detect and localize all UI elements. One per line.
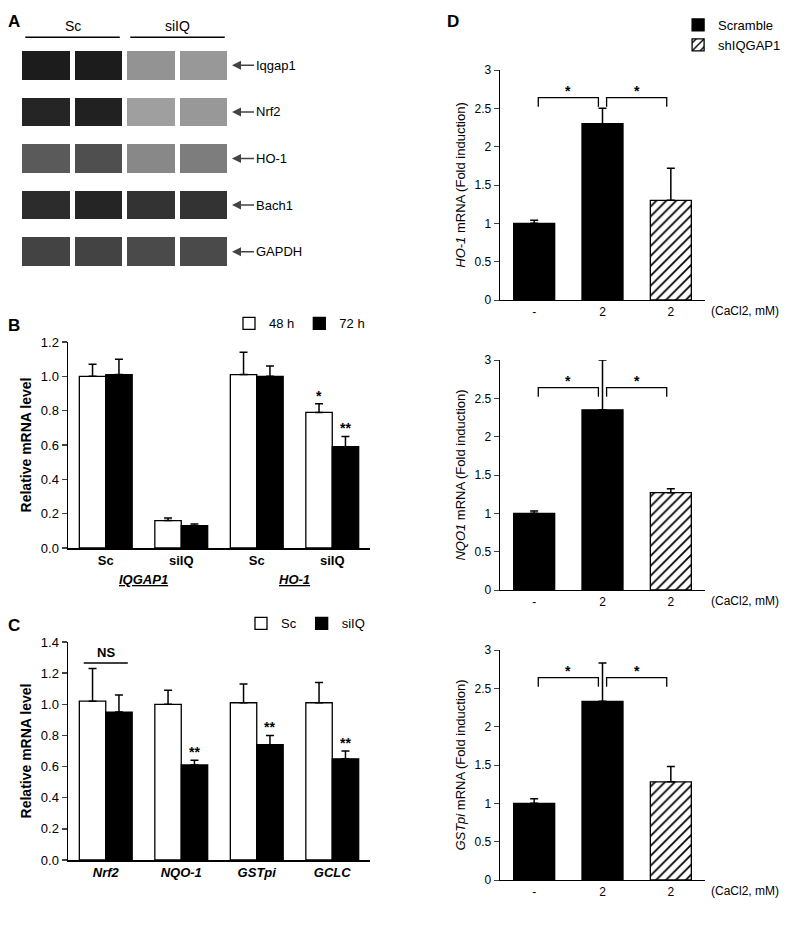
svg-text:NQO1 mRNA (Fold induction): NQO1 mRNA (Fold induction): [453, 389, 468, 560]
svg-text:**: **: [189, 744, 200, 760]
svg-text:1: 1: [485, 797, 492, 811]
svg-text:*: *: [565, 663, 571, 679]
svg-text:2: 2: [599, 885, 606, 899]
svg-text:3: 3: [485, 643, 492, 657]
svg-text:0: 0: [485, 873, 492, 887]
svg-text:0: 0: [485, 583, 492, 597]
svg-text:1: 1: [485, 507, 492, 521]
svg-text:0.4: 0.4: [41, 790, 59, 805]
svg-text:Iqgap1: Iqgap1: [256, 58, 296, 73]
svg-text:2: 2: [667, 595, 674, 609]
svg-text:NS: NS: [97, 645, 115, 660]
svg-text:Relative mRNA level: Relative mRNA level: [18, 684, 34, 819]
svg-text:*: *: [634, 83, 640, 99]
svg-text:2: 2: [599, 595, 606, 609]
svg-text:Nrf2: Nrf2: [93, 865, 120, 880]
svg-text:B: B: [8, 316, 20, 335]
svg-text:HO-1: HO-1: [279, 572, 310, 587]
svg-text:0.5: 0.5: [475, 545, 492, 559]
svg-text:1.5: 1.5: [475, 758, 492, 772]
svg-text:1.0: 1.0: [41, 697, 59, 712]
svg-text:0.8: 0.8: [41, 728, 59, 743]
svg-text:-: -: [532, 305, 536, 319]
svg-text:2: 2: [667, 885, 674, 899]
svg-text:*: *: [316, 388, 322, 404]
svg-text:2.5: 2.5: [475, 102, 492, 116]
svg-text:Bach1: Bach1: [256, 198, 293, 213]
svg-text:NQO-1: NQO-1: [161, 865, 202, 880]
svg-text:2: 2: [599, 305, 606, 319]
svg-text:**: **: [340, 735, 351, 751]
svg-text:2: 2: [485, 430, 492, 444]
svg-text:1: 1: [485, 217, 492, 231]
svg-text:GSTpi mRNA (Fold induction): GSTpi mRNA (Fold induction): [453, 679, 468, 850]
svg-text:**: **: [340, 420, 351, 436]
svg-text:0.6: 0.6: [41, 759, 59, 774]
svg-text:Sc: Sc: [281, 616, 297, 631]
svg-text:(CaCl2, mM): (CaCl2, mM): [711, 594, 779, 608]
svg-text:siIQ: siIQ: [342, 616, 365, 631]
svg-text:1.2: 1.2: [41, 335, 59, 350]
svg-text:siIQ: siIQ: [169, 553, 194, 568]
svg-text:HO-1: HO-1: [256, 151, 287, 166]
svg-text:A: A: [8, 12, 20, 31]
svg-text:0.2: 0.2: [41, 821, 59, 836]
svg-text:0.8: 0.8: [41, 403, 59, 418]
svg-text:GSTpi: GSTpi: [238, 865, 277, 880]
svg-text:Sc: Sc: [249, 553, 265, 568]
svg-text:IQGAP1: IQGAP1: [119, 572, 168, 587]
svg-text:Relative mRNA level: Relative mRNA level: [18, 378, 34, 513]
svg-text:2.5: 2.5: [475, 392, 492, 406]
svg-text:Scramble: Scramble: [718, 18, 773, 33]
svg-text:GCLC: GCLC: [314, 865, 351, 880]
svg-text:3: 3: [485, 63, 492, 77]
svg-text:2.5: 2.5: [475, 682, 492, 696]
svg-text:-: -: [532, 595, 536, 609]
svg-text:*: *: [565, 373, 571, 389]
svg-text:C: C: [8, 616, 20, 635]
svg-text:2: 2: [485, 720, 492, 734]
svg-text:(CaCl2, mM): (CaCl2, mM): [711, 884, 779, 898]
svg-text:0.6: 0.6: [41, 438, 59, 453]
svg-text:0: 0: [485, 293, 492, 307]
svg-text:-: -: [532, 885, 536, 899]
svg-text:1.0: 1.0: [41, 369, 59, 384]
svg-text:Nrf2: Nrf2: [256, 104, 281, 119]
svg-text:1.5: 1.5: [475, 468, 492, 482]
svg-text:Sc: Sc: [98, 553, 114, 568]
svg-text:0.5: 0.5: [475, 835, 492, 849]
svg-text:**: **: [264, 719, 275, 735]
svg-text:0.5: 0.5: [475, 255, 492, 269]
svg-text:shIQGAP1: shIQGAP1: [718, 38, 780, 53]
svg-text:0.4: 0.4: [41, 472, 59, 487]
svg-text:0.2: 0.2: [41, 506, 59, 521]
svg-text:1.5: 1.5: [475, 178, 492, 192]
svg-text:siIQ: siIQ: [165, 18, 190, 34]
svg-text:*: *: [565, 83, 571, 99]
svg-text:2: 2: [667, 305, 674, 319]
svg-text:(CaCl2, mM): (CaCl2, mM): [711, 304, 779, 318]
svg-text:1.4: 1.4: [41, 635, 59, 650]
svg-text:HO-1 mRNA (Fold induction): HO-1 mRNA (Fold induction): [453, 102, 468, 267]
svg-text:GAPDH: GAPDH: [256, 244, 302, 259]
svg-text:Sc: Sc: [65, 18, 81, 34]
svg-text:siIQ: siIQ: [320, 553, 345, 568]
svg-text:0.0: 0.0: [41, 541, 59, 556]
svg-text:2: 2: [485, 140, 492, 154]
svg-text:*: *: [634, 373, 640, 389]
svg-text:1.2: 1.2: [41, 666, 59, 681]
svg-text:3: 3: [485, 353, 492, 367]
svg-text:48 h: 48 h: [269, 316, 294, 331]
svg-text:*: *: [634, 663, 640, 679]
svg-text:0.0: 0.0: [41, 853, 59, 868]
svg-text:72 h: 72 h: [339, 316, 364, 331]
svg-text:D: D: [447, 12, 459, 31]
